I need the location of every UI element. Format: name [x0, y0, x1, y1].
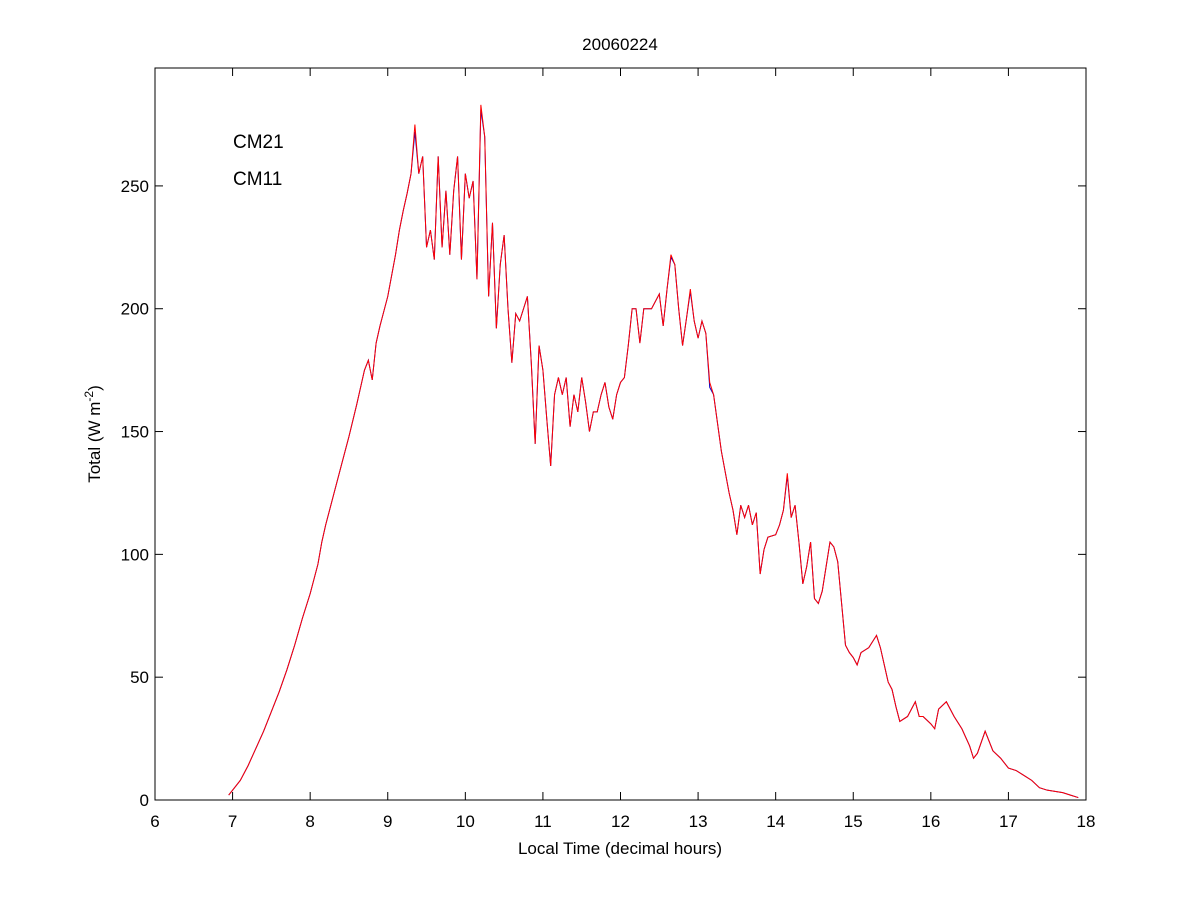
x-tick-label: 12	[611, 812, 630, 831]
y-tick-label: 200	[121, 300, 149, 319]
x-tick-label: 6	[150, 812, 159, 831]
legend-entry: CM21	[233, 132, 284, 153]
x-tick-label: 18	[1077, 812, 1096, 831]
y-tick-label: 250	[121, 177, 149, 196]
x-tick-label: 14	[766, 812, 785, 831]
y-axis-label-main: Total (W m	[85, 402, 104, 483]
x-tick-label: 17	[999, 812, 1018, 831]
y-tick-label: 50	[130, 668, 149, 687]
x-tick-label: 8	[305, 812, 314, 831]
data-line	[228, 104, 1079, 799]
x-tick-label: 11	[534, 812, 552, 831]
x-tick-label: 16	[921, 812, 940, 831]
chart-title: 20060224	[582, 35, 658, 54]
x-tick-label: 7	[228, 812, 237, 831]
plot-frame	[154, 67, 1087, 801]
x-tick-label: 15	[844, 812, 863, 831]
y-axis-label-end: )	[85, 385, 104, 391]
legend-entry: CM11	[233, 169, 282, 190]
x-axis-label: Local Time (decimal hours)	[518, 839, 722, 858]
y-tick-label: 100	[121, 545, 149, 564]
x-tick-label: 10	[456, 812, 475, 831]
x-tick-label: 9	[383, 812, 392, 831]
x-tick-label: 13	[689, 812, 708, 831]
y-tick-label: 0	[140, 791, 149, 810]
y-tick-label: 150	[121, 423, 149, 442]
y-axis-label-sup: -2	[82, 391, 96, 402]
y-axis-label: Total (W m-2)	[82, 385, 104, 483]
